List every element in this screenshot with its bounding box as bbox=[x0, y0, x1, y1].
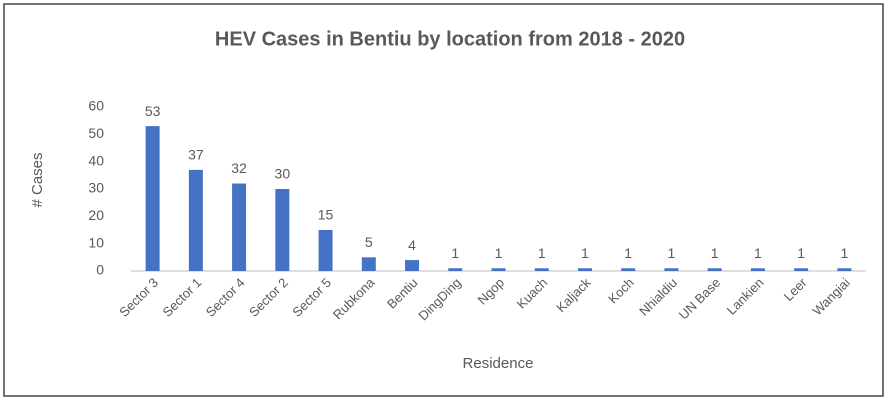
data-label: 37 bbox=[188, 147, 204, 163]
bar bbox=[232, 183, 247, 271]
bar bbox=[534, 268, 549, 271]
bar bbox=[577, 268, 592, 271]
bar bbox=[491, 268, 506, 271]
y-tick-label: 0 bbox=[96, 262, 104, 278]
y-tick-label: 30 bbox=[88, 180, 104, 196]
y-tick-label: 60 bbox=[88, 98, 104, 114]
data-label: 1 bbox=[797, 245, 805, 261]
y-tick-label: 10 bbox=[88, 234, 104, 250]
data-label: 1 bbox=[624, 245, 632, 261]
data-label: 1 bbox=[538, 245, 546, 261]
y-tick-label: 40 bbox=[88, 152, 104, 168]
data-label: 1 bbox=[581, 245, 589, 261]
chart-frame bbox=[3, 3, 884, 397]
x-axis-title: Residence bbox=[463, 355, 534, 372]
data-label: 32 bbox=[231, 160, 247, 176]
bar bbox=[448, 268, 463, 271]
bar bbox=[837, 268, 852, 271]
bar bbox=[318, 230, 333, 271]
chart-title: HEV Cases in Bentiu by location from 201… bbox=[215, 28, 685, 50]
y-tick-label: 20 bbox=[88, 207, 104, 223]
bar bbox=[664, 268, 679, 271]
bar bbox=[275, 189, 290, 271]
data-label: 53 bbox=[145, 103, 161, 119]
bar bbox=[750, 268, 765, 271]
y-axis-title: # Cases bbox=[29, 152, 46, 207]
bar bbox=[794, 268, 809, 271]
bar bbox=[188, 169, 203, 271]
bar bbox=[145, 126, 160, 271]
data-label: 4 bbox=[408, 237, 416, 253]
data-label: 5 bbox=[365, 234, 373, 250]
y-tick-label: 50 bbox=[88, 125, 104, 141]
data-label: 15 bbox=[318, 207, 334, 223]
data-label: 1 bbox=[451, 245, 459, 261]
data-label: 1 bbox=[754, 245, 762, 261]
bar bbox=[405, 260, 420, 271]
data-label: 1 bbox=[711, 245, 719, 261]
bar bbox=[707, 268, 722, 271]
data-label: 30 bbox=[275, 166, 291, 182]
data-label: 1 bbox=[840, 245, 848, 261]
bar bbox=[361, 257, 376, 271]
bar bbox=[621, 268, 636, 271]
data-label: 1 bbox=[668, 245, 676, 261]
data-label: 1 bbox=[495, 245, 503, 261]
